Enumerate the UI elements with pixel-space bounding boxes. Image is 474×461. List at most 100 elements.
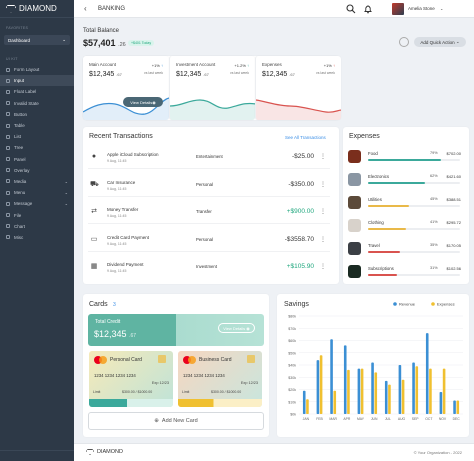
arrow-up-icon: ↑ bbox=[331, 63, 335, 68]
sidebar-item-label: List bbox=[14, 134, 22, 140]
legend-marker bbox=[393, 302, 397, 306]
sidebar-item-menu[interactable]: Menu ⌄ bbox=[0, 187, 74, 198]
account-card[interactable]: Expenses $12,345 .67 +1% ↑ vs last week bbox=[255, 56, 341, 120]
calendar-button[interactable] bbox=[399, 37, 409, 47]
transaction-row[interactable]: ⛟ Car Insurance 9 Aug, 11:45 Personal -$350.… bbox=[88, 175, 330, 197]
avatar[interactable] bbox=[392, 3, 404, 15]
see-all-transactions-link[interactable]: See All Transactions bbox=[285, 135, 326, 140]
personal-card[interactable]: Personal Card 1234 1234 1234 1234 Exp 12… bbox=[89, 351, 173, 407]
credit-card-icon: ▭ bbox=[90, 235, 98, 243]
view-details-label: View Details bbox=[130, 99, 153, 105]
sidebar-item-float-label[interactable]: Float Label bbox=[0, 86, 74, 97]
search-icon[interactable] bbox=[346, 4, 356, 14]
footer-logo-text: DIAMOND bbox=[97, 449, 123, 455]
account-cents: .67 bbox=[116, 72, 122, 77]
transaction-row[interactable]: ● Apple iCloud Subscription 9 Aug, 11:45 En… bbox=[88, 147, 330, 169]
expense-progress-bar bbox=[368, 182, 460, 184]
transaction-category: Entertainment bbox=[196, 154, 223, 159]
transaction-date: 9 Aug, 11:45 bbox=[107, 269, 127, 273]
expense-progress-fill bbox=[368, 251, 401, 253]
transaction-row[interactable]: ▭ Credit Card Payment 9 Aug, 11:45 Personal… bbox=[88, 230, 330, 252]
expense-progress-bar bbox=[368, 228, 460, 230]
expense-row[interactable]: Travel 35% $170.05 bbox=[348, 240, 464, 260]
transaction-date: 9 Aug, 11:45 bbox=[107, 186, 127, 191]
sidebar-item-tree[interactable]: Tree bbox=[0, 142, 74, 153]
cards-view-details-button[interactable]: View Details ◉ bbox=[218, 323, 255, 333]
bar-revenue-apr bbox=[343, 345, 347, 414]
sidebar-item-button[interactable]: Button bbox=[0, 109, 74, 120]
apple-icon: ● bbox=[91, 153, 97, 160]
sidebar-item-panel[interactable]: Panel bbox=[0, 154, 74, 165]
more-vertical-icon[interactable]: ⋮ bbox=[320, 209, 326, 215]
sidebar-item-misc[interactable]: Misc bbox=[0, 232, 74, 243]
divider bbox=[88, 223, 330, 224]
expense-row[interactable]: Electronics 62% $421.60 bbox=[348, 171, 464, 191]
sidebar-item-table[interactable]: Table bbox=[0, 120, 74, 131]
expense-row[interactable]: Utilities 45% $388.51 bbox=[348, 194, 464, 214]
add-new-card-button[interactable]: ⊕ Add New Card bbox=[88, 412, 264, 430]
diamond-icon bbox=[86, 449, 94, 455]
more-vertical-icon[interactable]: ⋮ bbox=[320, 264, 326, 270]
x-tick-label: DEC bbox=[453, 417, 461, 421]
sidebar-item-label: Form Layout bbox=[14, 67, 40, 73]
y-tick-label: $50k bbox=[288, 351, 296, 355]
more-vertical-icon[interactable]: ⋮ bbox=[320, 181, 326, 188]
user-chevron-icon[interactable]: ⌄ bbox=[440, 6, 444, 11]
expense-row[interactable]: Clothing 41% $295.72 bbox=[348, 217, 464, 237]
nav-item-icon bbox=[6, 168, 10, 173]
account-card[interactable]: Investment Account $12,345 .67 +1.2% ↑ vs l… bbox=[169, 56, 255, 120]
sidebar-item-chart[interactable]: Chart bbox=[0, 221, 74, 232]
account-title: Investment Account bbox=[176, 62, 216, 67]
plus-icon: ⊕ bbox=[154, 418, 159, 424]
mastercard-icon bbox=[94, 356, 108, 364]
sidebar-item-message[interactable]: Message ⌄ bbox=[0, 198, 74, 209]
expense-progress-bar bbox=[368, 159, 460, 161]
account-card[interactable]: Main Account $12,345 .67 +1% ↑ vs last week… bbox=[83, 56, 169, 120]
account-title: Expenses bbox=[262, 62, 282, 67]
expense-row[interactable]: Food 79% $702.00 bbox=[348, 148, 464, 168]
user-name[interactable]: Amelia Stone bbox=[408, 6, 435, 11]
account-cents: .67 bbox=[289, 72, 295, 77]
more-vertical-icon[interactable]: ⋮ bbox=[320, 236, 326, 243]
nav-item-icon bbox=[6, 224, 10, 229]
business-card-expiry: Exp 12/23 bbox=[240, 381, 258, 385]
transaction-name: Apple iCloud Subscription bbox=[107, 152, 159, 157]
business-card[interactable]: Business Card 1234 1234 1234 1234 Exp 12… bbox=[178, 351, 262, 407]
transaction-name: Credit Card Payment bbox=[107, 234, 150, 240]
bell-icon[interactable] bbox=[363, 4, 373, 14]
sidebar-item-form-layout[interactable]: Form Layout bbox=[0, 64, 74, 75]
x-tick-label: NOV bbox=[439, 417, 447, 421]
account-pct: +1.2% ↑ bbox=[234, 63, 249, 68]
account-sparkline bbox=[256, 99, 341, 120]
back-arrow-icon[interactable]: ‹ bbox=[84, 4, 87, 13]
dashboard-dropdown[interactable]: Dashboard ⌄ bbox=[4, 35, 70, 45]
account-amount: $12,345 bbox=[262, 71, 288, 78]
transaction-name: Dividend Payment bbox=[107, 262, 144, 267]
view-details-button[interactable]: View Details ◉ bbox=[123, 97, 163, 107]
business-card-limit-label: Limit bbox=[182, 390, 190, 394]
add-quick-action-button[interactable]: Add Quick Action ⌄ bbox=[414, 37, 466, 47]
business-card-limit-value: $300.00 / $1000.00 bbox=[211, 390, 242, 394]
expense-name: Travel bbox=[368, 243, 380, 248]
sidebar-item-file[interactable]: File bbox=[0, 209, 74, 220]
x-tick-label: APR bbox=[343, 417, 351, 421]
sidebar-item-overlay[interactable]: Overlay bbox=[0, 165, 74, 176]
expense-row[interactable]: Subscriptions 31% $102.56 bbox=[348, 263, 464, 283]
sidebar-item-list[interactable]: List bbox=[0, 131, 74, 142]
total-credit-amount: $12,345 bbox=[94, 329, 127, 339]
bar-revenue-jun bbox=[371, 362, 374, 414]
more-vertical-icon[interactable]: ⋮ bbox=[320, 154, 326, 160]
transaction-row[interactable]: ⇄ Money Transfer 9 Aug, 11:45 Transfer +$900… bbox=[88, 202, 330, 224]
legend-label: Revenue bbox=[399, 302, 416, 307]
transaction-amount: +$900.00 bbox=[286, 208, 314, 215]
sidebar-logo[interactable]: DIAMOND bbox=[0, 0, 74, 18]
personal-card-number: 1234 1234 1234 1234 bbox=[94, 373, 136, 378]
sidebar-item-invalid-state[interactable]: Invalid State bbox=[0, 98, 74, 109]
transaction-row[interactable]: ▦ Dividend Payment 9 Aug, 11:45 Investment +… bbox=[88, 257, 330, 279]
sidebar-item-input[interactable]: Input bbox=[0, 75, 74, 87]
sidebar-item-media[interactable]: Media ⌄ bbox=[0, 176, 74, 187]
y-tick-label: $80k bbox=[288, 315, 296, 319]
x-tick-label: JAN bbox=[303, 417, 310, 421]
account-value: $12,345 .67 bbox=[176, 71, 209, 78]
nav-item-icon bbox=[6, 89, 10, 94]
